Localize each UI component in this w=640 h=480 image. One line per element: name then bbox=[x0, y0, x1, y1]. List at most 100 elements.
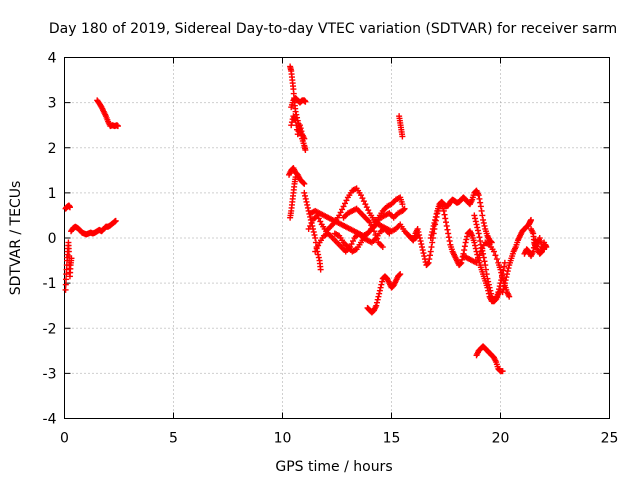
y-tick-labels: 4 3 2 1 0 -1 -2 -3 -4 bbox=[43, 51, 57, 428]
data-point bbox=[500, 286, 507, 293]
x-tick-labels: 0 5 10 15 20 25 bbox=[60, 431, 618, 447]
axis-ticks bbox=[64, 57, 610, 419]
data-point bbox=[68, 255, 75, 262]
data-point bbox=[538, 249, 545, 256]
data-point bbox=[463, 236, 470, 243]
data-point bbox=[315, 254, 322, 261]
y-tick-label: 3 bbox=[48, 96, 57, 112]
data-point bbox=[312, 248, 319, 255]
data-point bbox=[536, 235, 543, 241]
data-point bbox=[66, 204, 73, 211]
data-point bbox=[474, 224, 481, 231]
data-point bbox=[482, 266, 489, 273]
data-point bbox=[541, 239, 548, 246]
data-point bbox=[304, 204, 311, 211]
data-point bbox=[303, 198, 310, 205]
data-point bbox=[315, 215, 322, 222]
data-point bbox=[348, 241, 355, 248]
data-point bbox=[420, 250, 427, 257]
data-point bbox=[301, 189, 308, 196]
data-point bbox=[341, 200, 348, 207]
data-point bbox=[501, 263, 508, 270]
data-point bbox=[480, 216, 487, 223]
data-point bbox=[313, 245, 320, 252]
data-point bbox=[379, 244, 386, 251]
data-point bbox=[471, 239, 478, 246]
data-point bbox=[339, 206, 346, 213]
data-point bbox=[497, 266, 504, 273]
data-point bbox=[458, 259, 465, 266]
data-point bbox=[498, 269, 505, 276]
data-point bbox=[493, 256, 500, 263]
data-point bbox=[400, 206, 407, 213]
data-point bbox=[426, 256, 433, 263]
x-tick-label: 25 bbox=[601, 431, 619, 447]
data-point bbox=[503, 274, 510, 281]
data-point bbox=[397, 271, 404, 278]
data-point bbox=[462, 239, 469, 246]
data-point bbox=[443, 222, 450, 229]
data-point bbox=[480, 219, 487, 226]
data-point bbox=[315, 251, 322, 258]
data-point bbox=[304, 201, 311, 208]
data-point bbox=[504, 268, 511, 275]
data-point bbox=[506, 293, 513, 300]
data-point bbox=[502, 277, 509, 284]
data-point bbox=[360, 198, 367, 205]
data-point bbox=[537, 238, 544, 245]
data-point bbox=[297, 125, 304, 132]
y-tick-label: -1 bbox=[43, 276, 57, 292]
data-point bbox=[114, 123, 121, 130]
data-point bbox=[301, 135, 308, 142]
data-point bbox=[396, 271, 403, 278]
data-point bbox=[477, 203, 484, 210]
data-point bbox=[472, 245, 479, 252]
data-point bbox=[428, 231, 435, 238]
data-point bbox=[538, 248, 545, 255]
data-point bbox=[474, 227, 481, 234]
data-point bbox=[492, 252, 499, 259]
grid-lines bbox=[64, 57, 610, 419]
data-point bbox=[399, 133, 406, 140]
data-point bbox=[476, 252, 483, 259]
data-point bbox=[533, 240, 540, 247]
data-point bbox=[484, 275, 491, 282]
data-point bbox=[429, 228, 436, 235]
chart-title: Day 180 of 2019, Sidereal Day-to-day VTE… bbox=[49, 21, 617, 37]
data-point bbox=[288, 122, 295, 129]
data-point bbox=[415, 228, 422, 235]
data-point bbox=[298, 128, 305, 135]
data-point bbox=[112, 217, 119, 224]
data-point bbox=[373, 235, 380, 242]
data-point bbox=[62, 281, 69, 288]
data-point bbox=[490, 248, 497, 255]
data-point bbox=[310, 228, 317, 235]
data-point bbox=[471, 212, 478, 219]
data-point bbox=[378, 281, 385, 288]
data-point bbox=[416, 235, 423, 241]
data-point bbox=[540, 242, 547, 249]
data-point bbox=[446, 238, 453, 245]
data-point bbox=[464, 233, 471, 240]
data-point bbox=[499, 289, 506, 296]
data-point bbox=[501, 283, 508, 290]
data-point bbox=[487, 287, 494, 294]
x-tick-label: 20 bbox=[492, 431, 510, 447]
data-point bbox=[477, 199, 484, 206]
data-point bbox=[433, 210, 440, 217]
data-point bbox=[530, 248, 537, 255]
data-point bbox=[300, 180, 307, 187]
data-point bbox=[461, 243, 468, 250]
data-point bbox=[480, 254, 487, 261]
data-point bbox=[302, 192, 309, 199]
data-point bbox=[418, 241, 425, 248]
x-tick-label: 15 bbox=[383, 431, 401, 447]
data-point bbox=[374, 296, 381, 303]
y-tick-label: -2 bbox=[43, 321, 57, 337]
x-axis-label: GPS time / hours bbox=[275, 459, 392, 475]
data-point bbox=[473, 221, 480, 228]
data-point bbox=[445, 230, 452, 237]
data-point bbox=[539, 245, 546, 252]
data-point bbox=[301, 180, 308, 187]
